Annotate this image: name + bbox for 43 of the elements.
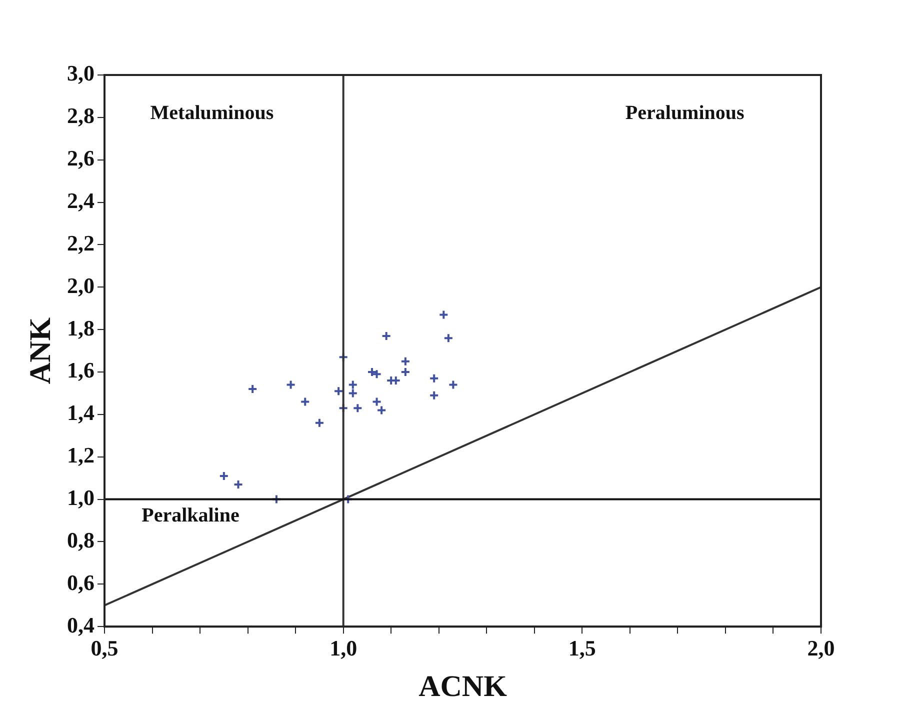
point [248, 384, 258, 394]
point [400, 356, 410, 366]
y-tick-label: 2,4 [67, 188, 94, 213]
point [348, 388, 358, 398]
y-tick-label: 2,2 [67, 230, 94, 256]
x-tick-label: 1,0 [330, 635, 358, 660]
point [300, 396, 310, 407]
annotation: Metaluminous [150, 102, 274, 124]
y-tick-label: 1,0 [67, 484, 94, 510]
y-tick-label: 0,6 [67, 570, 94, 595]
x-tick-label: 2,0 [807, 635, 835, 660]
y-tick-label: 1,4 [67, 400, 94, 426]
y-tick-label: 3,0 [67, 60, 94, 86]
point [376, 405, 387, 416]
y-tick-label: 0,8 [67, 527, 94, 552]
y-tick-label: 1,2 [67, 442, 94, 468]
point [218, 470, 229, 481]
x-tick-label: 1,5 [568, 635, 596, 660]
point [372, 396, 382, 407]
point [429, 390, 440, 400]
point [400, 367, 410, 378]
point [448, 380, 458, 390]
x-tick-label: 0,5 [90, 635, 118, 660]
y-tick-label: 2,8 [67, 103, 94, 128]
y-tick-label: 2,0 [67, 272, 94, 298]
y-axis-title: ANK [24, 316, 57, 384]
point [233, 479, 244, 490]
point [314, 418, 324, 428]
y-tick-label: 1,6 [67, 358, 94, 383]
annotation: Peralkaline [142, 504, 240, 526]
point [438, 310, 449, 320]
y-tick-label: 0,4 [67, 612, 94, 638]
point [429, 373, 440, 384]
point [443, 333, 454, 344]
point [352, 403, 363, 414]
y-tick-label: 1,8 [67, 315, 94, 340]
point [348, 380, 358, 390]
annotation: Peraluminous [625, 102, 745, 124]
point [334, 386, 344, 396]
point [286, 380, 296, 390]
y-tick-label: 2,6 [67, 146, 94, 171]
point [381, 330, 392, 341]
x-axis-title: ACNK [418, 670, 508, 703]
